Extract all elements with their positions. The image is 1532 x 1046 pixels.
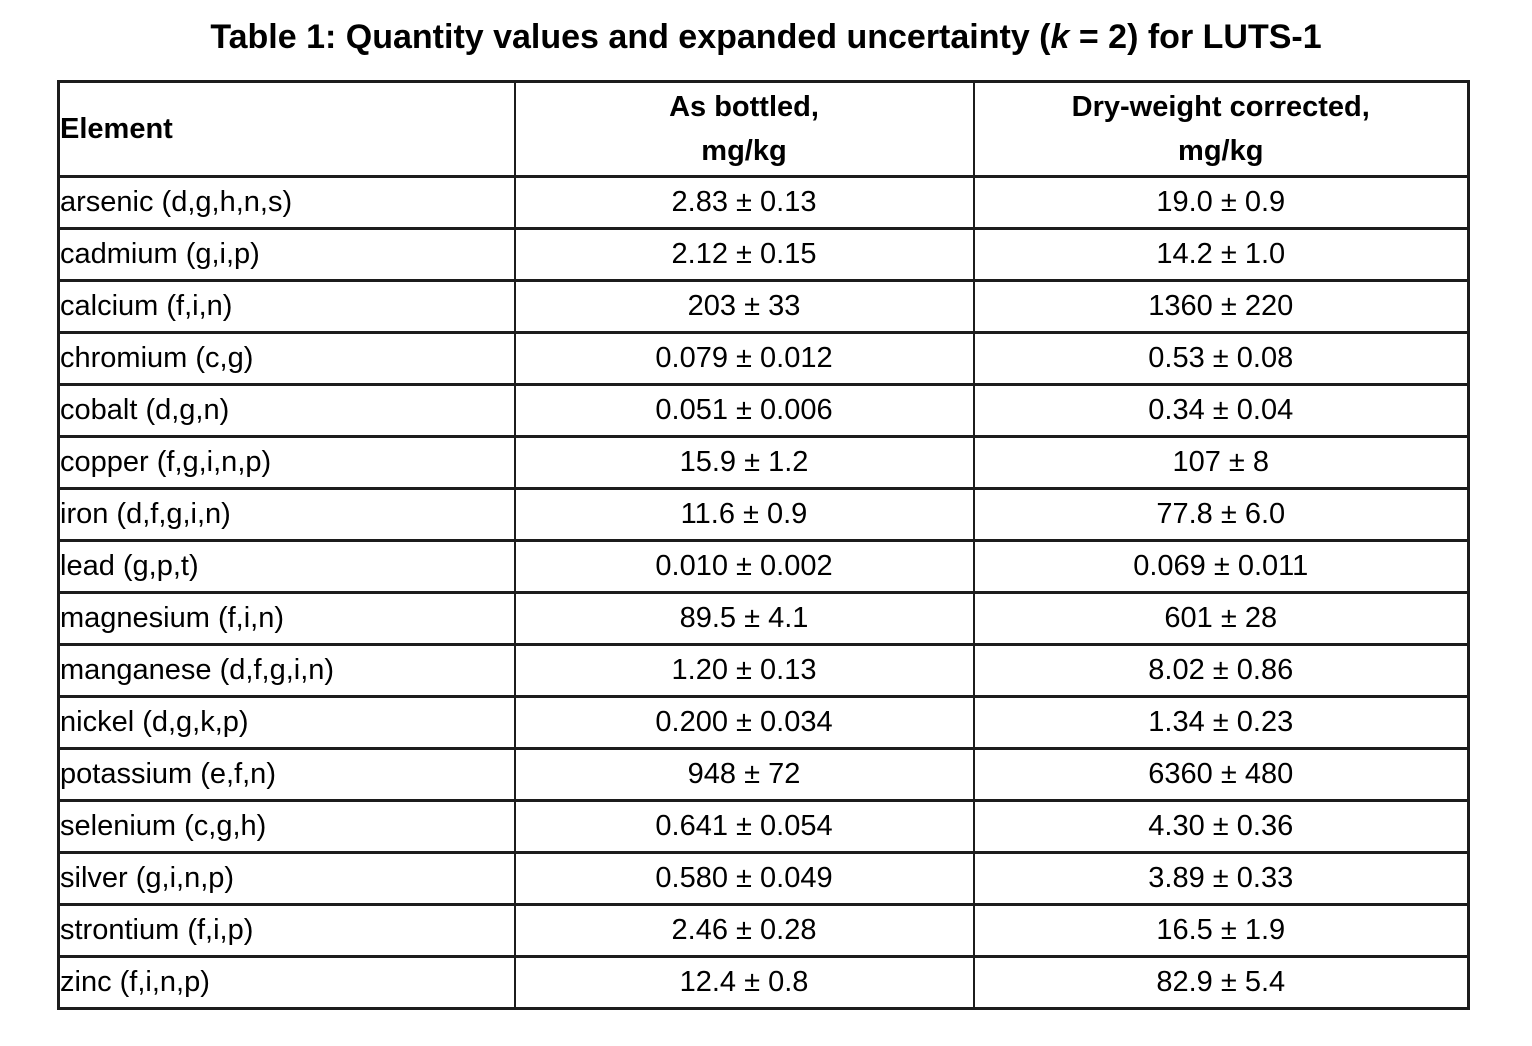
element-cell: nickel (d,g,k,p) bbox=[57, 695, 516, 750]
as-bottled-cell: 0.051 ± 0.006 bbox=[513, 383, 975, 438]
dry-weight-cell: 0.53 ± 0.08 bbox=[972, 331, 1470, 386]
table-title-prefix: Table 1: Quantity values and expanded un… bbox=[210, 18, 1051, 56]
header-dry-weight-line2: mg/kg bbox=[1178, 135, 1264, 167]
dry-weight-cell: 1.34 ± 0.23 bbox=[972, 695, 1470, 750]
element-cell: chromium (c,g) bbox=[57, 331, 516, 386]
quantity-values-table: Element As bottled, mg/kg Dry-weight cor… bbox=[57, 80, 1470, 1010]
as-bottled-cell: 1.20 ± 0.13 bbox=[513, 643, 975, 698]
as-bottled-cell: 2.46 ± 0.28 bbox=[513, 903, 975, 958]
table-row: strontium (f,i,p) 2.46 ± 0.28 16.5 ± 1.9 bbox=[57, 903, 1470, 958]
dry-weight-cell: 6360 ± 480 bbox=[972, 747, 1470, 802]
table-row: arsenic (d,g,h,n,s) 2.83 ± 0.13 19.0 ± 0… bbox=[57, 175, 1470, 230]
element-cell: strontium (f,i,p) bbox=[57, 903, 516, 958]
dry-weight-cell: 14.2 ± 1.0 bbox=[972, 227, 1470, 282]
table-row: lead (g,p,t) 0.010 ± 0.002 0.069 ± 0.011 bbox=[57, 539, 1470, 594]
element-cell: arsenic (d,g,h,n,s) bbox=[57, 175, 516, 230]
element-cell: copper (f,g,i,n,p) bbox=[57, 435, 516, 490]
element-cell: potassium (e,f,n) bbox=[57, 747, 516, 802]
table-title: Table 1: Quantity values and expanded un… bbox=[0, 18, 1532, 57]
dry-weight-cell: 82.9 ± 5.4 bbox=[972, 955, 1470, 1010]
as-bottled-cell: 2.12 ± 0.15 bbox=[513, 227, 975, 282]
dry-weight-cell: 601 ± 28 bbox=[972, 591, 1470, 646]
table-title-suffix: = 2) for LUTS-1 bbox=[1069, 18, 1322, 56]
table-row: cobalt (d,g,n) 0.051 ± 0.006 0.34 ± 0.04 bbox=[57, 383, 1470, 438]
as-bottled-cell: 89.5 ± 4.1 bbox=[513, 591, 975, 646]
table-row: nickel (d,g,k,p) 0.200 ± 0.034 1.34 ± 0.… bbox=[57, 695, 1470, 750]
as-bottled-cell: 948 ± 72 bbox=[513, 747, 975, 802]
dry-weight-cell: 1360 ± 220 bbox=[972, 279, 1470, 334]
as-bottled-cell: 2.83 ± 0.13 bbox=[513, 175, 975, 230]
element-cell: calcium (f,i,n) bbox=[57, 279, 516, 334]
table-row: silver (g,i,n,p) 0.580 ± 0.049 3.89 ± 0.… bbox=[57, 851, 1470, 906]
as-bottled-cell: 0.010 ± 0.002 bbox=[513, 539, 975, 594]
as-bottled-cell: 0.580 ± 0.049 bbox=[513, 851, 975, 906]
table-row: iron (d,f,g,i,n) 11.6 ± 0.9 77.8 ± 6.0 bbox=[57, 487, 1470, 542]
dry-weight-cell: 0.34 ± 0.04 bbox=[972, 383, 1470, 438]
element-cell: zinc (f,i,n,p) bbox=[57, 955, 516, 1010]
dry-weight-cell: 77.8 ± 6.0 bbox=[972, 487, 1470, 542]
element-cell: magnesium (f,i,n) bbox=[57, 591, 516, 646]
element-cell: cadmium (g,i,p) bbox=[57, 227, 516, 282]
dry-weight-cell: 16.5 ± 1.9 bbox=[972, 903, 1470, 958]
table-row: chromium (c,g) 0.079 ± 0.012 0.53 ± 0.08 bbox=[57, 331, 1470, 386]
element-cell: selenium (c,g,h) bbox=[57, 799, 516, 854]
table-row: calcium (f,i,n) 203 ± 33 1360 ± 220 bbox=[57, 279, 1470, 334]
table-title-k-symbol: k bbox=[1050, 18, 1070, 56]
as-bottled-cell: 11.6 ± 0.9 bbox=[513, 487, 975, 542]
header-dry-weight: Dry-weight corrected, mg/kg bbox=[972, 80, 1470, 178]
as-bottled-cell: 12.4 ± 0.8 bbox=[513, 955, 975, 1010]
header-as-bottled: As bottled, mg/kg bbox=[513, 80, 975, 178]
table-row: manganese (d,f,g,i,n) 1.20 ± 0.13 8.02 ±… bbox=[57, 643, 1470, 698]
header-element: Element bbox=[57, 80, 516, 178]
header-as-bottled-line1: As bottled, bbox=[669, 91, 819, 123]
table-row: potassium (e,f,n) 948 ± 72 6360 ± 480 bbox=[57, 747, 1470, 802]
as-bottled-cell: 0.200 ± 0.034 bbox=[513, 695, 975, 750]
as-bottled-cell: 0.641 ± 0.054 bbox=[513, 799, 975, 854]
element-cell: cobalt (d,g,n) bbox=[57, 383, 516, 438]
element-cell: iron (d,f,g,i,n) bbox=[57, 487, 516, 542]
as-bottled-cell: 203 ± 33 bbox=[513, 279, 975, 334]
table-row: copper (f,g,i,n,p) 15.9 ± 1.2 107 ± 8 bbox=[57, 435, 1470, 490]
element-cell: silver (g,i,n,p) bbox=[57, 851, 516, 906]
element-cell: manganese (d,f,g,i,n) bbox=[57, 643, 516, 698]
table-row: cadmium (g,i,p) 2.12 ± 0.15 14.2 ± 1.0 bbox=[57, 227, 1470, 282]
element-cell: lead (g,p,t) bbox=[57, 539, 516, 594]
dry-weight-cell: 0.069 ± 0.011 bbox=[972, 539, 1470, 594]
header-dry-weight-line1: Dry-weight corrected, bbox=[1071, 91, 1370, 123]
dry-weight-cell: 4.30 ± 0.36 bbox=[972, 799, 1470, 854]
table-row: magnesium (f,i,n) 89.5 ± 4.1 601 ± 28 bbox=[57, 591, 1470, 646]
dry-weight-cell: 8.02 ± 0.86 bbox=[972, 643, 1470, 698]
header-row: Element As bottled, mg/kg Dry-weight cor… bbox=[57, 80, 1470, 178]
header-as-bottled-line2: mg/kg bbox=[701, 135, 787, 167]
as-bottled-cell: 15.9 ± 1.2 bbox=[513, 435, 975, 490]
table-row: selenium (c,g,h) 0.641 ± 0.054 4.30 ± 0.… bbox=[57, 799, 1470, 854]
dry-weight-cell: 3.89 ± 0.33 bbox=[972, 851, 1470, 906]
dry-weight-cell: 107 ± 8 bbox=[972, 435, 1470, 490]
as-bottled-cell: 0.079 ± 0.012 bbox=[513, 331, 975, 386]
dry-weight-cell: 19.0 ± 0.9 bbox=[972, 175, 1470, 230]
table-row: zinc (f,i,n,p) 12.4 ± 0.8 82.9 ± 5.4 bbox=[57, 955, 1470, 1010]
